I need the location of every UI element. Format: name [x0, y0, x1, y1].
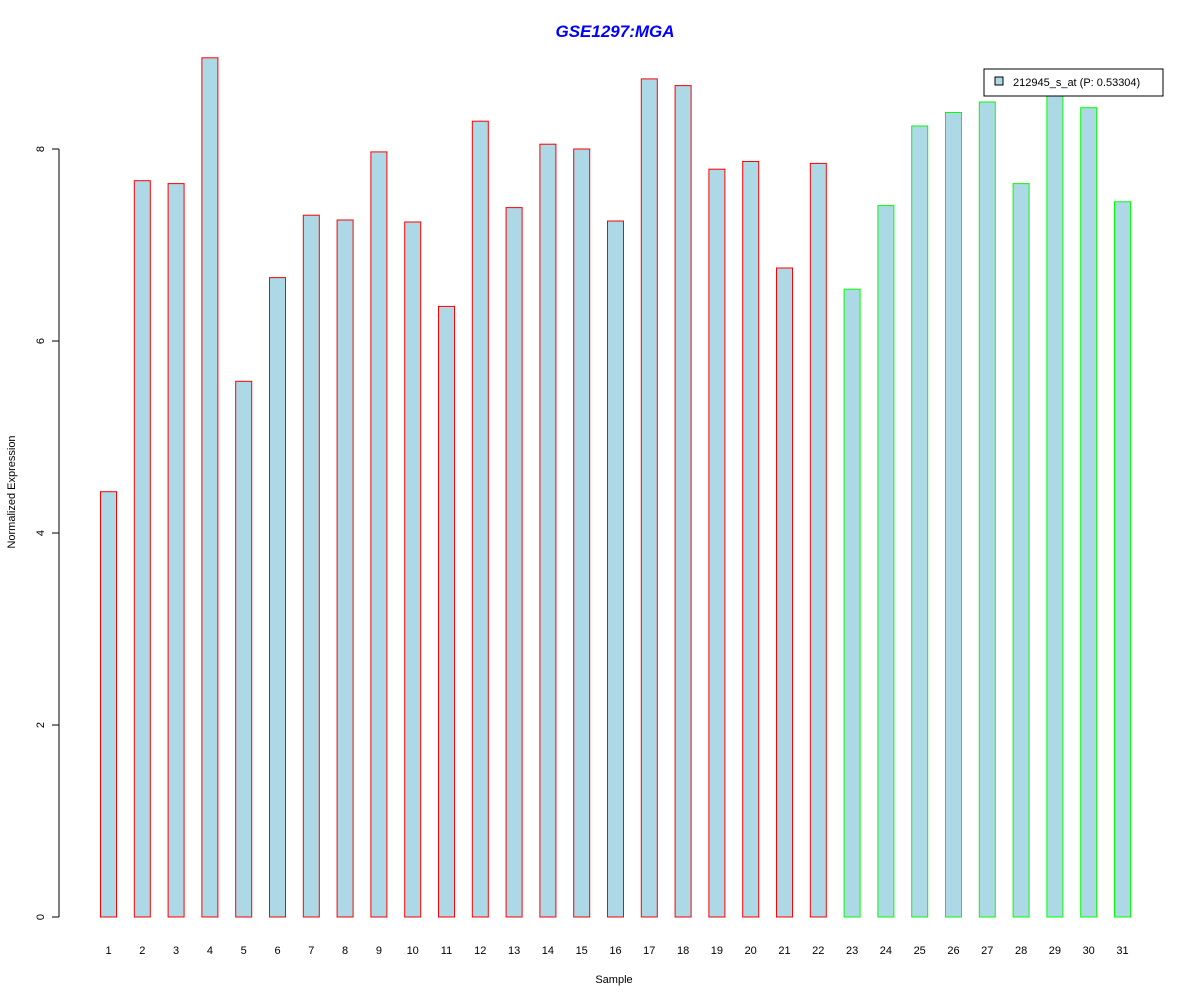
chart-title: GSE1297:MGA	[555, 22, 674, 41]
x-tick-label: 27	[981, 945, 993, 957]
bars	[100, 57, 1131, 918]
x-tick-label: 24	[880, 945, 892, 957]
x-tick-label: 22	[812, 945, 824, 957]
x-tick-label: 18	[677, 945, 689, 957]
x-tick-label: 4	[207, 945, 213, 957]
y-axis: 0 2 4 6 8	[35, 146, 60, 920]
bar-sample-23	[843, 288, 861, 918]
bar-sample-14	[539, 143, 557, 918]
x-axis-label: Sample	[595, 974, 632, 986]
x-tick-labels: 1 2 3 4 5 6 7 8 9 10 11 12 13 14 15 16 17 18 19 20 21 22 23 24 2…	[105, 945, 1128, 957]
bar-sample-1	[100, 491, 117, 918]
x-tick-label: 6	[274, 945, 280, 957]
bar-sample-13	[505, 207, 523, 918]
bar-sample-27	[978, 101, 996, 918]
x-tick-label: 8	[342, 945, 348, 957]
x-tick-label: 5	[241, 945, 247, 957]
legend: 212945_s_at (P: 0.53304)	[983, 68, 1164, 97]
y-tick-label: 0	[35, 914, 47, 920]
bar-sample-4	[201, 57, 219, 918]
x-tick-label: 15	[576, 945, 588, 957]
y-tick-label: 2	[35, 722, 47, 728]
bar-sample-16	[607, 220, 624, 918]
bar-sample-24	[877, 205, 895, 918]
bar-sample-19	[708, 168, 726, 918]
bar-sample-8	[336, 219, 354, 918]
y-tick-label: 6	[35, 338, 47, 344]
bar-sample-9	[370, 151, 388, 918]
x-tick-label: 3	[173, 945, 179, 957]
x-tick-label: 25	[914, 945, 926, 957]
x-tick-label: 13	[508, 945, 520, 957]
bar-sample-15	[573, 148, 591, 918]
x-tick-label: 19	[711, 945, 723, 957]
x-tick-label: 1	[105, 945, 111, 957]
bar-sample-21	[776, 267, 793, 918]
x-tick-label: 16	[609, 945, 621, 957]
y-axis-label: Normalized Expression	[6, 435, 18, 548]
x-tick-label: 26	[947, 945, 959, 957]
legend-label: 212945_s_at (P: 0.53304)	[1013, 77, 1140, 89]
x-tick-label: 12	[474, 945, 486, 957]
bar-sample-11	[438, 305, 455, 918]
x-tick-label: 23	[846, 945, 858, 957]
bar-sample-25	[911, 125, 929, 918]
bar-sample-18	[674, 85, 692, 918]
bar-sample-2	[133, 180, 151, 918]
x-tick-label: 9	[376, 945, 382, 957]
bar-sample-5	[235, 380, 253, 918]
bar-sample-26	[945, 112, 962, 918]
x-tick-label: 21	[778, 945, 790, 957]
bar-sample-20	[742, 161, 760, 918]
x-tick-label: 31	[1116, 945, 1128, 957]
x-tick-label: 29	[1049, 945, 1061, 957]
x-tick-label: 20	[745, 945, 757, 957]
bar-sample-17	[640, 78, 658, 918]
x-tick-label: 17	[643, 945, 655, 957]
bar-sample-12	[471, 120, 489, 918]
y-tick-label: 8	[35, 146, 47, 152]
bar-sample-6	[269, 277, 286, 918]
x-tick-label: 7	[308, 945, 314, 957]
x-tick-label: 28	[1015, 945, 1027, 957]
legend-swatch	[994, 76, 1004, 86]
bar-sample-3	[167, 183, 185, 918]
bar-sample-29	[1046, 89, 1064, 918]
bar-sample-31	[1114, 201, 1131, 918]
y-tick-label: 4	[35, 530, 47, 536]
x-tick-label: 2	[139, 945, 145, 957]
bar-sample-10	[404, 221, 422, 918]
bar-sample-30	[1080, 107, 1098, 918]
bar-sample-28	[1012, 183, 1030, 918]
bar-sample-7	[302, 214, 320, 918]
legend-box	[983, 68, 1164, 97]
bar-sample-22	[809, 162, 827, 918]
x-tick-label: 10	[407, 945, 419, 957]
x-tick-label: 11	[441, 945, 452, 957]
x-tick-label: 14	[542, 945, 554, 957]
x-tick-label: 30	[1083, 945, 1095, 957]
